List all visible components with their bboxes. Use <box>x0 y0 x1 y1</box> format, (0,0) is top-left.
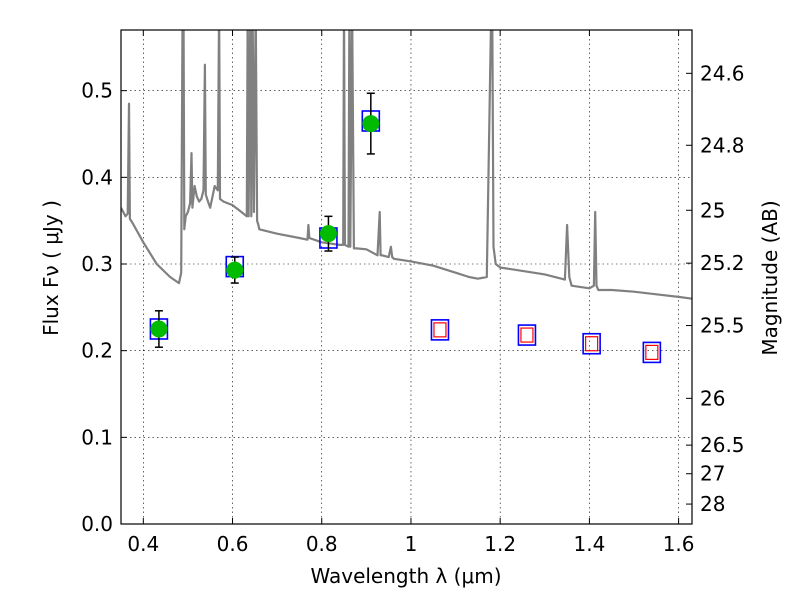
y-axis-label: Flux Fν ( μJy ) <box>39 200 63 336</box>
right-tick-label: 26.5 <box>700 433 745 457</box>
right-tick-label: 25.5 <box>700 314 745 338</box>
observed-point <box>226 261 244 279</box>
model-point <box>430 319 450 341</box>
observed-point <box>362 115 380 133</box>
y-tick-label: 0.1 <box>81 425 113 449</box>
x-tick-label: 0.8 <box>306 532 338 556</box>
grid <box>121 30 692 525</box>
x-tick-label: 0.4 <box>127 532 159 556</box>
upper-limit-point <box>645 344 659 360</box>
upper-limit-point <box>520 327 534 343</box>
x-axis-label: Wavelength λ (μm) <box>310 564 501 588</box>
right-tick-label: 26 <box>700 386 725 410</box>
right-tick-label: 28 <box>700 492 725 516</box>
plot-frame <box>120 29 693 525</box>
x-tick-label: 1.4 <box>573 532 605 556</box>
observed-point <box>319 225 337 243</box>
x-tick-label: 0.6 <box>217 532 249 556</box>
model-point <box>642 341 662 364</box>
sed-model-line <box>121 30 692 300</box>
observed-point <box>150 320 168 338</box>
y-tick-label: 0.0 <box>81 512 113 536</box>
y-tick-label: 0.2 <box>81 339 113 363</box>
ticks: 0.4 0.6 0.8 1 1.2 1.4 1.6 0.0 0.1 0.2 0.3 0.4 0.5 24.… <box>81 30 745 556</box>
x-tick-label: 1.6 <box>663 532 695 556</box>
plot-area <box>121 30 692 364</box>
x-tick-label: 1 <box>405 532 418 556</box>
upper-limit-point <box>585 336 599 352</box>
right-axis-label: Magnitude (AB) <box>758 200 782 355</box>
model-point <box>517 324 537 346</box>
right-tick-label: 25 <box>700 198 725 222</box>
y-tick-label: 0.4 <box>81 165 113 189</box>
x-tick-label: 1.2 <box>484 532 516 556</box>
right-tick-label: 24.8 <box>700 133 745 157</box>
upper-limit-point <box>433 322 447 338</box>
right-tick-label: 24.6 <box>700 61 745 85</box>
right-tick-label: 27 <box>700 462 725 486</box>
model-point <box>582 332 601 355</box>
y-tick-label: 0.3 <box>81 252 113 276</box>
right-tick-label: 25.2 <box>700 251 745 275</box>
y-tick-label: 0.5 <box>81 79 113 103</box>
